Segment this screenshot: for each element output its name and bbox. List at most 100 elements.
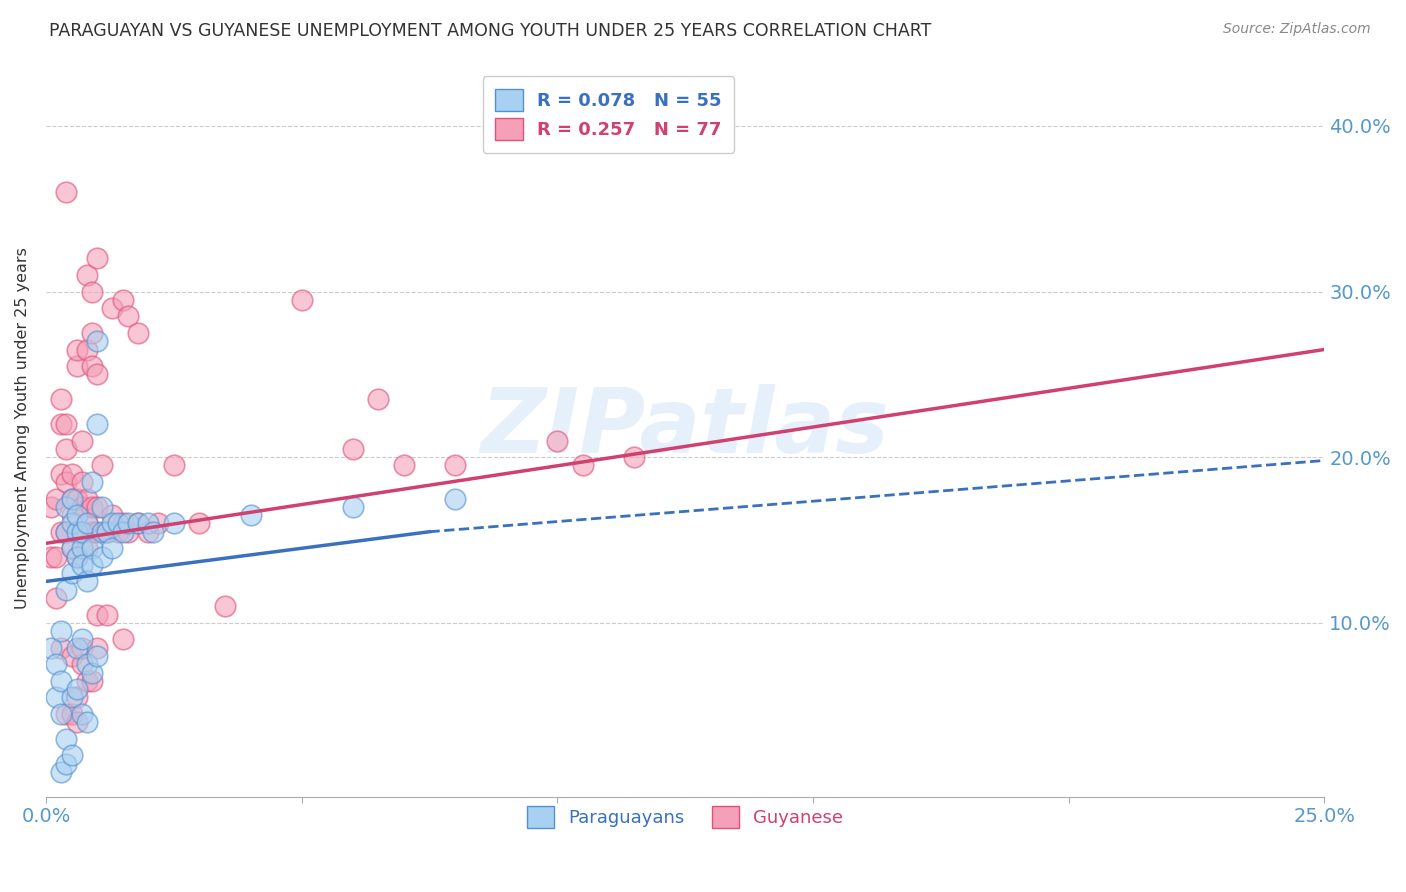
Point: [76, 516, 98, 531]
Point: [117, 524, 139, 539]
Point: [76, 715, 98, 730]
Point: [239, 508, 262, 523]
Point: [80, 359, 103, 373]
Point: [60, 566, 83, 581]
Point: [66, 690, 89, 705]
Point: [80, 285, 103, 299]
Point: [127, 516, 149, 531]
Point: [76, 343, 98, 357]
Point: [55, 706, 77, 721]
Point: [60, 491, 83, 506]
Point: [101, 541, 124, 556]
Point: [76, 491, 98, 506]
Point: [66, 715, 89, 730]
Point: [214, 599, 236, 614]
Point: [80, 500, 103, 514]
Point: [86, 524, 108, 539]
Point: [80, 558, 103, 572]
Point: [60, 467, 83, 481]
Point: [60, 690, 83, 705]
Point: [55, 185, 77, 199]
Point: [60, 516, 83, 531]
Point: [444, 491, 467, 506]
Point: [60, 491, 83, 506]
Point: [80, 541, 103, 556]
Point: [76, 541, 98, 556]
Point: [96, 524, 118, 539]
Point: [66, 524, 89, 539]
Y-axis label: Unemployment Among Youth under 25 years: Unemployment Among Youth under 25 years: [15, 247, 30, 609]
Point: [80, 665, 103, 680]
Point: [86, 252, 108, 266]
Point: [51, 524, 73, 539]
Point: [70, 434, 93, 448]
Point: [76, 657, 98, 672]
Legend: Paraguayans, Guyanese: Paraguayans, Guyanese: [520, 799, 851, 836]
Point: [66, 491, 89, 506]
Point: [111, 293, 134, 307]
Point: [148, 516, 170, 531]
Text: Source: ZipAtlas.com: Source: ZipAtlas.com: [1223, 22, 1371, 37]
Point: [91, 500, 114, 514]
Point: [55, 756, 77, 771]
Point: [66, 508, 89, 523]
Point: [291, 293, 314, 307]
Point: [91, 549, 114, 564]
Point: [444, 458, 467, 473]
Point: [45, 657, 67, 672]
Point: [51, 392, 73, 407]
Point: [70, 657, 93, 672]
Point: [70, 632, 93, 647]
Point: [39, 500, 62, 514]
Point: [86, 417, 108, 431]
Point: [96, 607, 118, 622]
Point: [51, 706, 73, 721]
Point: [86, 500, 108, 514]
Point: [111, 524, 134, 539]
Point: [86, 648, 108, 663]
Point: [367, 392, 389, 407]
Point: [188, 516, 211, 531]
Point: [55, 582, 77, 597]
Point: [342, 500, 364, 514]
Point: [55, 417, 77, 431]
Point: [60, 541, 83, 556]
Point: [45, 549, 67, 564]
Point: [66, 343, 89, 357]
Point: [136, 524, 159, 539]
Point: [60, 748, 83, 763]
Point: [51, 624, 73, 639]
Point: [80, 673, 103, 688]
Point: [107, 516, 129, 531]
Point: [163, 516, 186, 531]
Point: [91, 524, 114, 539]
Point: [51, 417, 73, 431]
Point: [163, 458, 186, 473]
Point: [70, 475, 93, 489]
Point: [101, 301, 124, 315]
Point: [70, 524, 93, 539]
Point: [136, 516, 159, 531]
Point: [60, 706, 83, 721]
Point: [45, 690, 67, 705]
Point: [66, 359, 89, 373]
Point: [60, 541, 83, 556]
Point: [127, 326, 149, 340]
Point: [55, 524, 77, 539]
Point: [91, 458, 114, 473]
Point: [39, 549, 62, 564]
Point: [111, 632, 134, 647]
Point: [76, 268, 98, 282]
Point: [101, 516, 124, 531]
Point: [55, 524, 77, 539]
Point: [66, 549, 89, 564]
Point: [86, 334, 108, 349]
Point: [101, 508, 124, 523]
Text: ZIPatlas: ZIPatlas: [481, 384, 890, 472]
Text: PARAGUAYAN VS GUYANESE UNEMPLOYMENT AMONG YOUTH UNDER 25 YEARS CORRELATION CHART: PARAGUAYAN VS GUYANESE UNEMPLOYMENT AMON…: [49, 22, 932, 40]
Point: [76, 516, 98, 531]
Point: [51, 640, 73, 655]
Point: [45, 591, 67, 605]
Point: [70, 706, 93, 721]
Point: [66, 549, 89, 564]
